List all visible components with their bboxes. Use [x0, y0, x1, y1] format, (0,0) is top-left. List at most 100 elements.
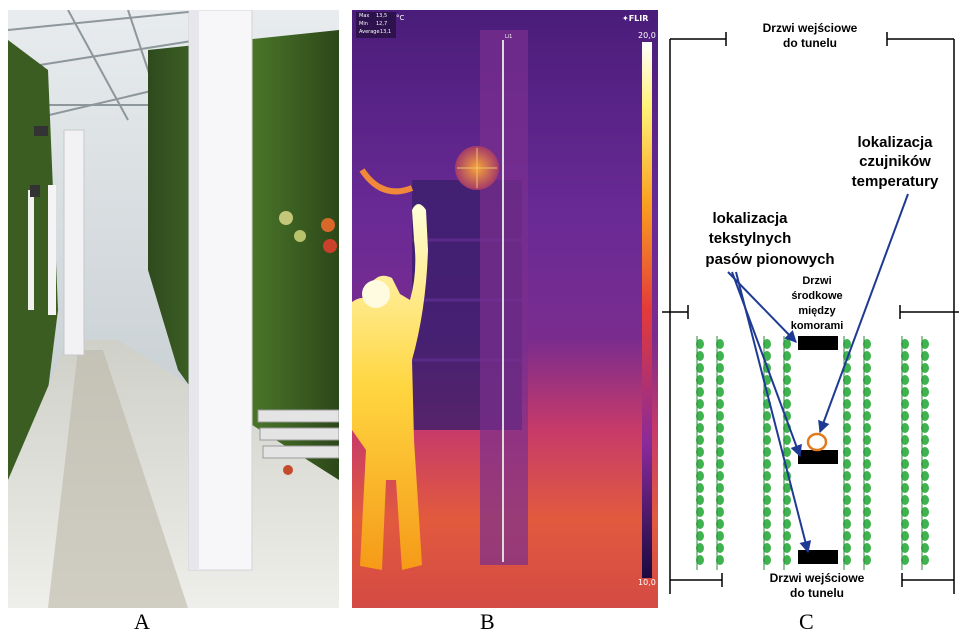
plant-leaf [863, 363, 871, 373]
plant-leaf [696, 459, 704, 469]
plant-leaf [843, 519, 851, 529]
plant-leaf [863, 531, 871, 541]
top-wall [669, 32, 955, 594]
caption-b: B [480, 609, 495, 634]
bottom-door-line-2: do tunelu [790, 586, 844, 600]
measurement-stats: Max 13,5 Min 12,7 Average 13,1 [356, 12, 396, 38]
greenhouse-illustration [8, 10, 339, 608]
plant-leaf [843, 507, 851, 517]
plant-leaf [783, 507, 791, 517]
plant-leaf [863, 507, 871, 517]
plant-leaf [863, 495, 871, 505]
top-door-line-1: Drzwi wejściowe [763, 21, 858, 35]
textile-strip-1 [798, 336, 838, 350]
plant-leaf [783, 519, 791, 529]
plant-leaf [783, 435, 791, 445]
plant-leaf [901, 543, 909, 553]
plant-leaf [783, 375, 791, 385]
plant-leaf [763, 411, 771, 421]
plant-leaf [921, 495, 929, 505]
plant-leaf [763, 507, 771, 517]
plant-leaf [716, 447, 724, 457]
plant-leaf [763, 459, 771, 469]
plant-leaf [696, 339, 704, 349]
plant-leaf [783, 555, 791, 565]
plant-leaf [921, 423, 929, 433]
plant-leaf [921, 375, 929, 385]
plant-leaf [921, 519, 929, 529]
textile-strip-3 [798, 550, 838, 564]
scale-max-label: 20,0 [638, 31, 656, 40]
plant-leaf [696, 375, 704, 385]
plant-leaf [696, 435, 704, 445]
plant-leaf [696, 495, 704, 505]
plant-leaf [696, 411, 704, 421]
plant-leaf [901, 483, 909, 493]
plant-leaf [716, 387, 724, 397]
plant-leaf [901, 471, 909, 481]
plant-leaf [763, 435, 771, 445]
plant-leaf [863, 351, 871, 361]
textile-strip-2 [798, 450, 838, 464]
plant-leaf [716, 351, 724, 361]
temperature-sensor [806, 432, 828, 452]
plant-leaf [901, 339, 909, 349]
plant-leaf [843, 495, 851, 505]
plant-leaf [863, 411, 871, 421]
plant-leaf [696, 507, 704, 517]
strips-label-line-1: lokalizacja [712, 210, 788, 227]
plant-leaf [921, 531, 929, 541]
stat-min-label: Min [359, 21, 368, 27]
plant-leaf [921, 543, 929, 553]
plant-leaf [843, 435, 851, 445]
photo-greenhouse [8, 10, 339, 608]
plant-leaf [783, 363, 791, 373]
plant-leaf [921, 507, 929, 517]
plant-leaf [843, 399, 851, 409]
plant-leaf [863, 339, 871, 349]
plant-leaf [716, 483, 724, 493]
plant-leaf [901, 519, 909, 529]
stat-max-label: Max [359, 13, 370, 19]
plant-leaf [863, 519, 871, 529]
plant-leaf [901, 399, 909, 409]
plant-leaf [863, 555, 871, 565]
stat-min-value: 12,7 [376, 21, 388, 27]
plant-leaf [843, 387, 851, 397]
arrow-to-strip-3 [735, 271, 812, 554]
caption-c: C [799, 609, 814, 634]
plant-leaf [716, 423, 724, 433]
schematic-diagram: Drzwi wejściowe do tunelu Drzwi wejściow… [662, 14, 959, 608]
plant-leaf [863, 387, 871, 397]
plant-leaf [843, 471, 851, 481]
plant-leaf [843, 375, 851, 385]
plant-leaf [863, 375, 871, 385]
plant-leaf [783, 483, 791, 493]
plant-leaf [863, 447, 871, 457]
plant-leaf [696, 531, 704, 541]
plant-leaf [843, 339, 851, 349]
plant-leaf [843, 423, 851, 433]
plant-leaf [763, 543, 771, 553]
plant-leaf [843, 483, 851, 493]
plant-leaf [716, 399, 724, 409]
unit-label: °C [396, 14, 405, 22]
plant-leaf [716, 519, 724, 529]
plant-leaf [716, 339, 724, 349]
sensor-label-line-1: lokalizacja [857, 134, 933, 151]
plant-leaf [716, 471, 724, 481]
plant-leaf [716, 435, 724, 445]
schematic-svg: Drzwi wejściowe do tunelu Drzwi wejściow… [662, 21, 959, 600]
line-label: Li1 [505, 34, 513, 40]
flir-logo: ✦FLIR [622, 14, 649, 23]
plant-leaf [901, 507, 909, 517]
plant-leaf [863, 459, 871, 469]
bottom-door-line-1: Drzwi wejściowe [770, 571, 865, 585]
plant-leaf [763, 555, 771, 565]
plant-leaf [763, 339, 771, 349]
plant-leaf [901, 531, 909, 541]
middle-door-line-2: środkowe [791, 290, 842, 302]
strips-label-line-3: pasów pionowych [705, 251, 834, 268]
plant-leaf [696, 363, 704, 373]
plant-leaf [763, 423, 771, 433]
